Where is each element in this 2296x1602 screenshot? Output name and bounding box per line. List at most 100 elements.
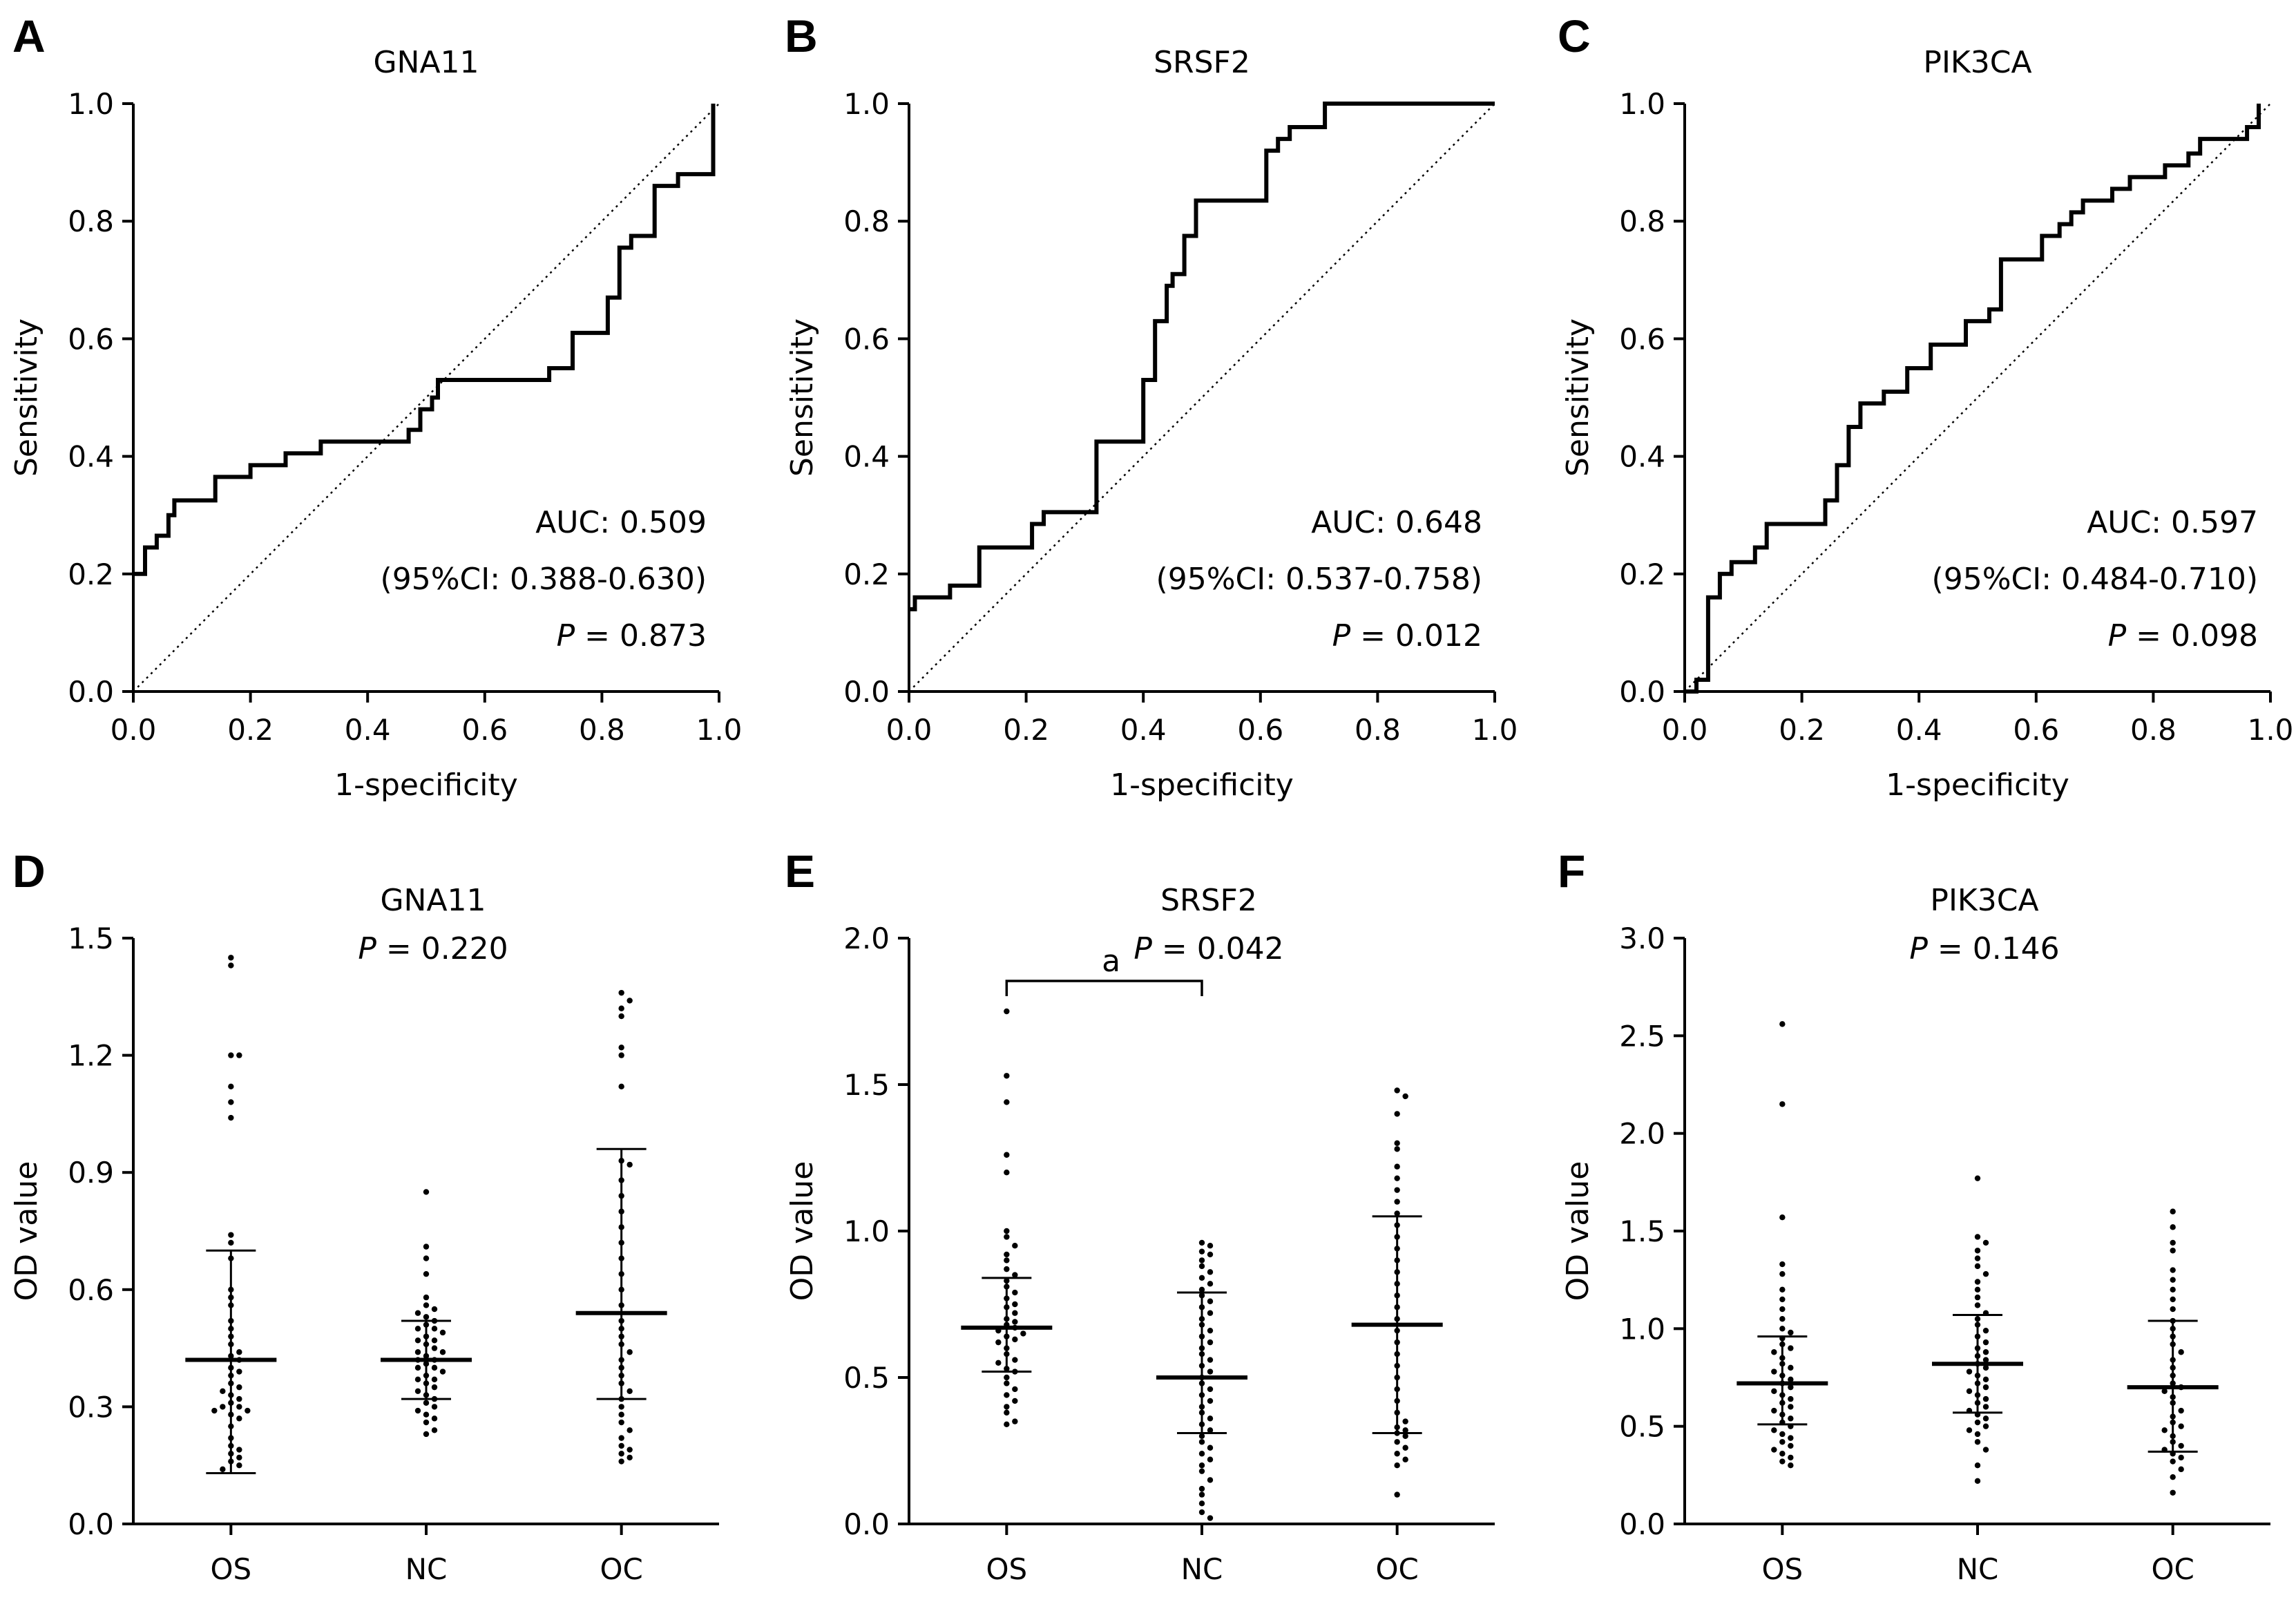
data-point xyxy=(1012,1357,1018,1363)
data-point xyxy=(1207,1369,1214,1375)
data-point xyxy=(1004,1234,1010,1240)
data-point xyxy=(1012,1301,1018,1308)
data-point xyxy=(626,1349,633,1355)
data-point xyxy=(1974,1286,1981,1293)
y-tick-label: 0.0 xyxy=(1619,1507,1665,1541)
panel-letter: B xyxy=(785,10,818,61)
chart-title: PIK3CA xyxy=(1930,883,2038,918)
data-point xyxy=(1394,1491,1400,1498)
panel-letter: A xyxy=(12,10,46,61)
category-label: NC xyxy=(405,1552,448,1586)
data-point xyxy=(626,1454,633,1461)
data-point xyxy=(439,1329,446,1336)
data-point xyxy=(1004,1392,1010,1398)
y-axis-label: OD value xyxy=(1560,1161,1596,1301)
data-point xyxy=(228,1232,234,1238)
x-axis-label: 1-specificity xyxy=(334,767,518,803)
data-point xyxy=(1198,1439,1205,1445)
y-axis-label: OD value xyxy=(785,1161,820,1301)
data-point xyxy=(228,962,234,969)
data-point xyxy=(431,1345,438,1351)
data-point xyxy=(1788,1345,1794,1351)
data-point xyxy=(1207,1251,1214,1258)
p-symbol: P xyxy=(1909,931,1928,966)
data-point xyxy=(1779,1101,1786,1107)
y-tick-label: 0.0 xyxy=(68,675,114,709)
data-point xyxy=(1982,1384,1989,1391)
data-point xyxy=(1207,1477,1214,1483)
y-tick-label: 1.5 xyxy=(68,922,114,955)
y-tick-label: 1.0 xyxy=(1619,1312,1665,1346)
reference-diagonal xyxy=(908,103,1495,692)
data-point xyxy=(1771,1388,1777,1394)
y-axis-label: Sensitivity xyxy=(1560,318,1596,477)
data-point xyxy=(236,1415,242,1422)
panels: A 0.0 0.2 0.4 0.6 0.8 1.0 Sensitivity 0.0 0.2 0.4 0… xyxy=(9,10,2293,1586)
data-point xyxy=(618,1045,624,1051)
y-tick-label: 0.6 xyxy=(68,1273,114,1307)
data-point xyxy=(423,1189,430,1195)
panel-d: D 0.0 0.3 0.6 0.9 1.2 1.5 OD value OS NC OC GNA11 P … xyxy=(9,846,719,1586)
data-point xyxy=(1394,1462,1400,1469)
data-point xyxy=(1982,1270,1989,1277)
data-point xyxy=(220,1388,226,1394)
data-point xyxy=(1207,1415,1214,1422)
data-point xyxy=(1966,1427,1973,1433)
data-point xyxy=(995,1360,1002,1366)
data-point xyxy=(1779,1286,1786,1293)
data-point xyxy=(1004,1374,1010,1381)
data-point xyxy=(1198,1248,1205,1255)
data-point xyxy=(1779,1316,1786,1322)
data-point xyxy=(2170,1474,2176,1480)
y-tick-label: 0.9 xyxy=(68,1156,114,1190)
data-point xyxy=(1779,1439,1786,1445)
data-point xyxy=(1394,1175,1400,1181)
p-value-text: P = 0.012 xyxy=(1332,618,1482,654)
data-point xyxy=(414,1310,421,1316)
chart-title: GNA11 xyxy=(373,45,479,80)
data-point xyxy=(618,989,624,996)
data-point xyxy=(1198,1468,1205,1474)
data-point xyxy=(1012,1243,1018,1249)
category-label: NC xyxy=(1181,1552,1223,1586)
group-nc xyxy=(1932,1175,2023,1485)
x-tick-label: 0.6 xyxy=(1237,713,1283,747)
data-point xyxy=(1394,1146,1400,1152)
y-tick-label: 2.0 xyxy=(1619,1117,1665,1151)
data-point xyxy=(228,1099,234,1105)
data-point xyxy=(618,1435,624,1441)
data-point xyxy=(1779,1261,1786,1268)
data-point xyxy=(1207,1298,1214,1304)
data-point xyxy=(1788,1415,1794,1422)
data-point xyxy=(1012,1310,1018,1316)
data-point xyxy=(618,1419,624,1426)
p-symbol: P xyxy=(1133,931,1152,966)
y-tick-label: 0.2 xyxy=(1619,557,1665,591)
p-equals: = xyxy=(376,931,421,966)
x-tick-label: 0.8 xyxy=(1355,713,1401,747)
data-point xyxy=(1982,1423,1989,1429)
x-tick-label: 0.2 xyxy=(1003,713,1049,747)
data-point xyxy=(431,1415,438,1422)
data-point xyxy=(1207,1386,1214,1393)
data-point xyxy=(1779,1214,1786,1221)
data-point xyxy=(1974,1294,1981,1301)
data-point xyxy=(1004,1257,1010,1264)
roc-curve xyxy=(1685,104,2261,694)
p-equals: = xyxy=(2126,618,2171,654)
data-point xyxy=(2170,1248,2176,1254)
y-tick-label: 0.5 xyxy=(1619,1410,1665,1444)
data-point xyxy=(414,1364,421,1371)
data-point xyxy=(1394,1451,1400,1457)
panel-f: F 0.0 0.5 1.0 1.5 2.0 2.5 3.0 OD value OS NC OC PIK3… xyxy=(1558,846,2270,1586)
data-point xyxy=(423,1431,430,1438)
data-point xyxy=(2178,1454,2184,1461)
p-value: 0.042 xyxy=(1197,931,1284,966)
data-point xyxy=(1771,1369,1777,1375)
data-point xyxy=(245,1407,251,1414)
data-point xyxy=(414,1326,421,1332)
data-point xyxy=(423,1243,430,1250)
data-point xyxy=(1974,1419,1981,1426)
x-tick-label: 0.2 xyxy=(227,713,274,747)
